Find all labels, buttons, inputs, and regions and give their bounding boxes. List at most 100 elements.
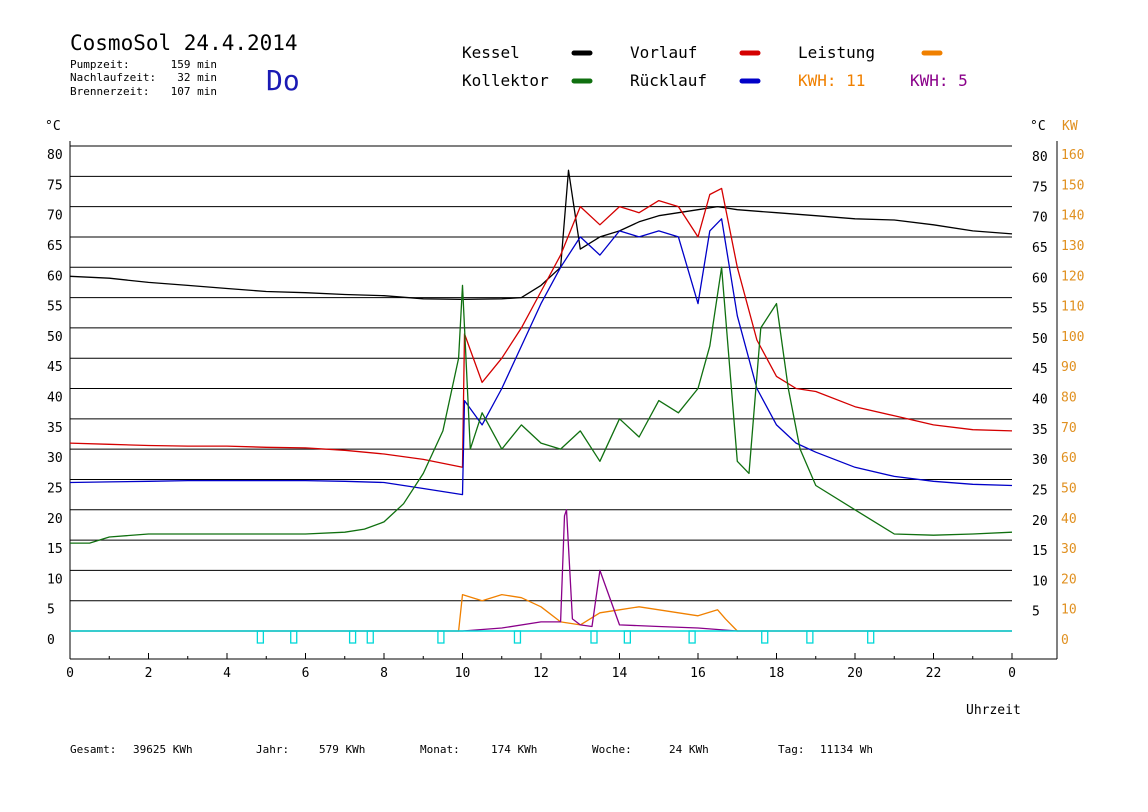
x-tick-label: 14 [612,666,628,681]
y-right-tick-label: 45 [1032,362,1048,377]
y-right-tick-label: 35 [1032,423,1048,438]
y-right-tick-label: 75 [1032,180,1048,195]
y-right-tick-label: 80 [1032,150,1048,165]
kw-tick-label: 70 [1061,421,1077,436]
kw-tick-label: 30 [1061,542,1077,557]
y-tick-label: 50 [47,330,63,345]
stat-label: Pumpzeit: [70,58,130,71]
y-tick-label: 80 [47,148,63,163]
gridlines [70,145,1012,602]
pump-marker [513,630,522,644]
x-axis-title: Uhrzeit [966,703,1021,718]
kw-tick-label: 100 [1061,330,1084,345]
y-tick-label: 70 [47,209,63,224]
legend-label-vorlauf: Vorlauf [630,43,697,62]
pump-marker [437,630,445,644]
kw-tick-label: 10 [1061,603,1077,618]
series-line-ruecklauf [69,218,1013,496]
y-tick-label: 45 [47,360,63,375]
kw-tick-label: 40 [1061,512,1077,527]
kw-tick-label: 60 [1061,451,1077,466]
series-line-kollektor [70,266,1013,544]
legend-label-kollektor: Kollektor [462,71,549,90]
kw-tick-label: 20 [1061,572,1077,587]
y-right-tick-label: 25 [1032,483,1048,498]
kw-tick-label: 160 [1061,148,1084,163]
kw-tick-label: 140 [1061,209,1084,224]
kw-tick-label: 130 [1061,239,1084,254]
x-tick-label: 2 [145,666,153,681]
x-tick-label: 8 [380,666,388,681]
stat-label: Nachlaufzeit: [70,71,156,84]
x-tick-label: 18 [769,666,785,681]
series-line-vorlauf [69,187,1013,468]
kw-tick-label: 120 [1061,269,1084,284]
y-tick-label: 5 [47,603,55,618]
x-tick-label: 22 [926,666,942,681]
y-right-tick-label: 5 [1032,605,1040,620]
pump-marker [867,630,875,644]
series-line-kessel [69,169,1013,301]
y-right-tick-label: 10 [1032,574,1048,589]
x-tick-label: 0 [1008,666,1016,681]
series-lines [69,169,1013,632]
footer-value: 24 KWh [669,743,709,756]
legend: Kessel Vorlauf Leistung Kollektor Rückla… [462,43,968,90]
y-tick-label: 35 [47,421,63,436]
pump-marker [623,630,631,644]
y-right-tick-label: 30 [1032,453,1048,468]
kw-tick-label: 90 [1061,360,1077,375]
y-tick-label: 40 [47,391,63,406]
legend-kwh-leistung: KWH: 11 [798,71,865,90]
pump-marker [806,630,814,644]
y-tick-label: 15 [47,542,63,557]
footer-label: Woche: [592,743,632,756]
x-tick-label: 20 [847,666,863,681]
x-tick-label: 4 [223,666,231,681]
y-right-tick-label: 55 [1032,302,1048,317]
kw-tick-label: 0 [1061,633,1069,648]
series-line-kwh2 [70,509,1012,632]
chart-title: CosmoSol 24.4.2014 [70,31,298,55]
kw-tick-label: 150 [1061,178,1084,193]
footer-label: Jahr: [256,743,289,756]
pump-marker [256,630,265,644]
legend-kwh-second: KWH: 5 [910,71,968,90]
pump-marker [590,630,598,644]
y-tick-label: 60 [47,269,63,284]
legend-label-ruecklauf: Rücklauf [630,71,707,90]
y-axis-unit-kw: KW [1062,119,1078,134]
footer-label: Tag: [778,743,805,756]
stat-value: 107 min [171,85,217,98]
y-right-tick-label: 65 [1032,241,1048,256]
pump-marker [761,630,769,644]
y-tick-label: 10 [47,572,63,587]
y-tick-label: 30 [47,451,63,466]
energy-totals: Gesamt: 39625 KWh Jahr: 579 KWh Monat: 1… [70,743,873,756]
kw-tick-label: 50 [1061,481,1077,496]
y-right-tick-label: 70 [1032,211,1048,226]
y-right-tick-label: 50 [1032,332,1048,347]
pump-markers [70,630,1012,644]
y-axis-unit-right: °C [1030,119,1046,134]
y-axis-unit-left: °C [45,119,61,134]
x-tick-label: 12 [533,666,549,681]
y-right-tick-label: 40 [1032,393,1048,408]
y-tick-label: 65 [47,239,63,254]
footer-value: 579 KWh [319,743,365,756]
y-tick-label: 75 [47,178,63,193]
series-line-leistung [70,593,1012,632]
legend-label-leistung: Leistung [798,43,875,62]
x-tick-label: 10 [455,666,471,681]
stat-label: Brennerzeit: [70,85,149,98]
y-tick-label: 0 [47,633,55,648]
weekday-label: Do [266,64,300,97]
x-tick-label: 0 [66,666,74,681]
axes [69,141,1058,660]
y-tick-label: 20 [47,512,63,527]
legend-label-kessel: Kessel [462,43,520,62]
run-time-stats: Pumpzeit: 159 min Nachlaufzeit: 32 min B… [70,58,217,98]
kw-tick-label: 110 [1061,300,1084,315]
